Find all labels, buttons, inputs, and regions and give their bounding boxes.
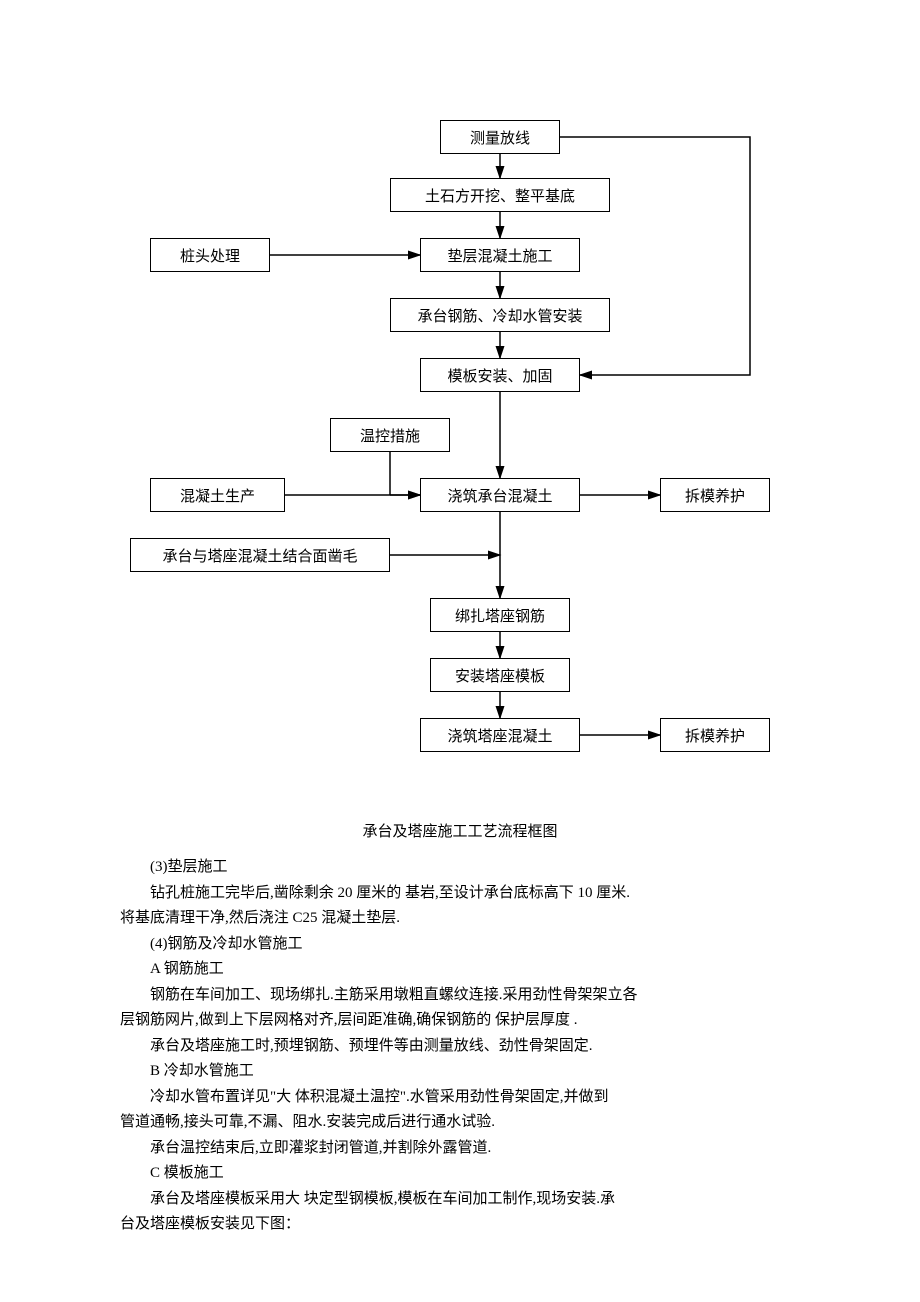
- node-roughen-joint: 承台与塔座混凝土结合面凿毛: [130, 538, 390, 572]
- node-excavation: 土石方开挖、整平基底: [390, 178, 610, 212]
- sec-4b-line2: 承台温控结束后,立即灌浆封闭管道,并割除外露管道.: [120, 1136, 800, 1162]
- body-text: (3)垫层施工 钻孔桩施工完毕后,凿除剩余 20 厘米的 基岩,至设计承台底标高…: [120, 855, 800, 1238]
- sec-4c-line1b: 台及塔座模板安装见下图：: [120, 1212, 800, 1238]
- node-formwork: 模板安装、加固: [420, 358, 580, 392]
- sec-4a-line1b: 层钢筋网片,做到上下层网格对齐,层间距准确,确保钢筋的 保护层厚度 .: [120, 1008, 800, 1034]
- sec-4a-line2: 承台及塔座施工时,预埋钢筋、预埋件等由测量放线、劲性骨架固定.: [120, 1034, 800, 1060]
- sec-3-heading: (3)垫层施工: [120, 855, 800, 881]
- sec-4b-line1b: 管道通畅,接头可靠,不漏、阻水.安装完成后进行通水试验.: [120, 1110, 800, 1136]
- sec-4c-heading: C 模板施工: [120, 1161, 800, 1187]
- node-curing-1: 拆模养护: [660, 478, 770, 512]
- node-survey: 测量放线: [440, 120, 560, 154]
- node-bind-tower-rebar: 绑扎塔座钢筋: [430, 598, 570, 632]
- sec-3-line1: 钻孔桩施工完毕后,凿除剩余 20 厘米的 基岩,至设计承台底标高下 10 厘米.: [120, 881, 800, 907]
- flowchart: 测量放线 土石方开挖、整平基底 桩头处理 垫层混凝土施工 承台钢筋、冷却水管安装…: [130, 120, 790, 800]
- node-temp-control: 温控措施: [330, 418, 450, 452]
- node-rebar-cooling: 承台钢筋、冷却水管安装: [390, 298, 610, 332]
- node-curing-2: 拆模养护: [660, 718, 770, 752]
- flowchart-caption: 承台及塔座施工工艺流程框图: [120, 820, 800, 841]
- node-pour-cap: 浇筑承台混凝土: [420, 478, 580, 512]
- node-pour-tower: 浇筑塔座混凝土: [420, 718, 580, 752]
- sec-4b-heading: B 冷却水管施工: [120, 1059, 800, 1085]
- sec-4-heading: (4)钢筋及冷却水管施工: [120, 932, 800, 958]
- sec-4c-line1: 承台及塔座模板采用大 块定型钢模板,模板在车间加工制作,现场安装.承: [120, 1187, 800, 1213]
- node-pile-head: 桩头处理: [150, 238, 270, 272]
- sec-4b-line1: 冷却水管布置详见"大 体积混凝土温控".水管采用劲性骨架固定,并做到: [120, 1085, 800, 1111]
- flow-connectors: [130, 120, 790, 800]
- sec-4a-heading: A 钢筋施工: [120, 957, 800, 983]
- sec-4a-line1: 钢筋在车间加工、现场绑扎.主筋采用墩粗直螺纹连接.采用劲性骨架架立各: [120, 983, 800, 1009]
- node-cushion-concrete: 垫层混凝土施工: [420, 238, 580, 272]
- node-concrete-prod: 混凝土生产: [150, 478, 285, 512]
- sec-3-line2: 将基底清理干净,然后浇注 C25 混凝土垫层.: [120, 906, 800, 932]
- node-tower-formwork: 安装塔座模板: [430, 658, 570, 692]
